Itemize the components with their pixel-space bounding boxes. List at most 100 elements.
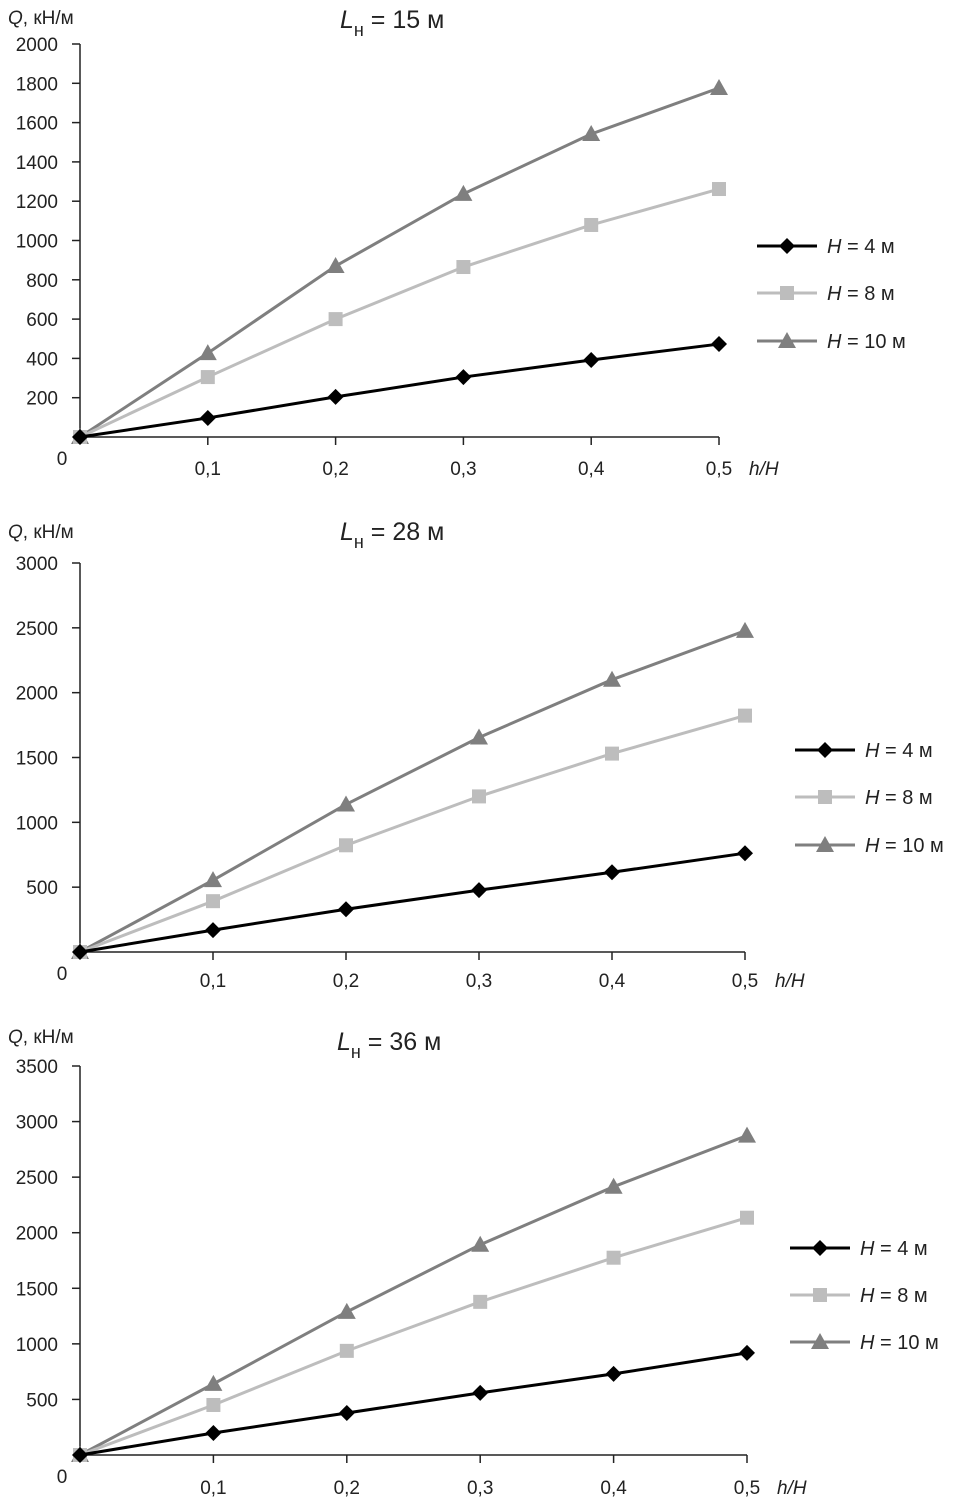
legend-marker-triangle xyxy=(811,1333,829,1349)
y-axis-label: Q, кН/м xyxy=(8,522,74,543)
y-tick-label: 1500 xyxy=(16,749,58,770)
legend-item: H = 8 м xyxy=(790,1285,928,1307)
series-line-triangle xyxy=(79,1134,748,1457)
origin-label: 0 xyxy=(57,1467,68,1488)
legend-label: H = 10 м xyxy=(860,1332,939,1354)
data-point-diamond xyxy=(711,336,727,353)
data-point-triangle xyxy=(603,670,621,687)
y-tick-label: 2000 xyxy=(16,684,58,705)
x-tick-label: 0,2 xyxy=(333,971,359,992)
legend-rest: = 8 м xyxy=(841,283,894,305)
y-tick-label: 1500 xyxy=(16,1279,58,1300)
y-tick-label: 2500 xyxy=(16,619,58,640)
legend-var: H xyxy=(860,1332,875,1354)
legend-var: H xyxy=(865,835,880,857)
x-axis-label: h/H xyxy=(775,971,805,992)
data-point-square xyxy=(606,1250,621,1265)
data-point-triangle xyxy=(471,1235,490,1252)
series-line-diamond xyxy=(79,851,746,954)
data-point-square xyxy=(206,1397,221,1412)
data-point-triangle xyxy=(198,344,217,361)
data-point-diamond xyxy=(455,369,472,386)
y-axis-label-var: Q xyxy=(8,522,23,543)
data-point-triangle xyxy=(337,795,355,812)
data-point-square xyxy=(206,894,220,909)
legend-var: H xyxy=(860,1238,875,1260)
legend-item: H = 8 м xyxy=(795,787,933,809)
legend-label: H = 10 м xyxy=(865,835,944,857)
data-point-diamond xyxy=(338,1404,355,1421)
data-point-triangle xyxy=(204,1374,223,1391)
title-sub: н xyxy=(354,20,364,40)
data-point-diamond xyxy=(737,845,753,862)
legend-item: H = 4 м xyxy=(757,236,895,258)
title-sub: н xyxy=(354,532,364,552)
title-sub: н xyxy=(351,1042,361,1062)
origin-label: 0 xyxy=(57,964,68,985)
data-point-square xyxy=(339,838,353,853)
data-point-square xyxy=(605,746,619,761)
data-point-diamond xyxy=(72,429,88,445)
legend-label: H = 4 м xyxy=(865,740,933,762)
data-point-triangle xyxy=(326,257,345,274)
x-tick-label: 0,4 xyxy=(600,1478,627,1498)
legend-var: H xyxy=(860,1285,875,1307)
x-axis-label: h/H xyxy=(777,1478,807,1498)
data-point-diamond xyxy=(471,882,487,899)
series-line-square xyxy=(79,1216,748,1457)
legend-rest: = 4 м xyxy=(874,1238,927,1260)
y-axis-label: Q, кН/м xyxy=(8,1027,74,1048)
y-tick-label: 1800 xyxy=(16,74,58,95)
data-point-square xyxy=(738,708,752,723)
y-tick-label: 3000 xyxy=(16,554,58,575)
data-point-square xyxy=(200,370,215,385)
title-rest: = 15 м xyxy=(364,6,444,34)
y-tick-label: 1000 xyxy=(16,232,58,253)
x-tick-label: 0,3 xyxy=(450,459,476,480)
title-rest: = 28 м xyxy=(364,518,444,546)
data-point-diamond xyxy=(739,1344,755,1361)
x-tick-label: 0,2 xyxy=(334,1478,360,1498)
legend-var: H xyxy=(827,331,842,353)
x-tick-label: 0,4 xyxy=(578,459,605,480)
y-axis-label-unit: , кН/м xyxy=(23,8,74,29)
data-point-square xyxy=(456,260,471,275)
legend-rest: = 10 м xyxy=(841,331,905,353)
data-point-diamond xyxy=(205,1424,222,1441)
legend-item: H = 8 м xyxy=(757,283,895,305)
legend-var: H xyxy=(827,283,842,305)
series-line-triangle xyxy=(79,86,720,439)
legend-marker-square xyxy=(813,1288,827,1302)
legend-label: H = 8 м xyxy=(865,787,933,809)
legend-item: H = 10 м xyxy=(790,1332,939,1354)
legend-rest: = 4 м xyxy=(841,236,894,258)
series-line-square xyxy=(79,714,746,954)
data-point-diamond xyxy=(72,944,88,960)
data-point-triangle xyxy=(454,184,473,201)
data-point-diamond xyxy=(604,864,620,881)
chart-title: Lн = 28 м xyxy=(340,518,444,552)
y-tick-label: 500 xyxy=(26,878,58,899)
data-point-triangle xyxy=(738,1126,756,1143)
x-axis-label: h/H xyxy=(749,459,779,480)
data-point-triangle xyxy=(470,728,488,745)
legend-label: H = 4 м xyxy=(860,1238,928,1260)
data-point-triangle xyxy=(604,1177,623,1194)
series-line-square xyxy=(79,187,720,439)
y-tick-label: 3500 xyxy=(16,1057,58,1078)
data-point-diamond xyxy=(72,1447,88,1463)
data-point-square xyxy=(712,182,726,197)
data-point-square xyxy=(472,789,486,804)
x-tick-label: 0,1 xyxy=(200,1478,226,1498)
legend-var: H xyxy=(827,236,842,258)
x-tick-label: 0,5 xyxy=(732,971,758,992)
data-point-square xyxy=(584,217,599,232)
legend-label: H = 10 м xyxy=(827,331,906,353)
legend-rest: = 4 м xyxy=(879,740,932,762)
data-point-square xyxy=(473,1294,488,1309)
legend-marker-square xyxy=(818,790,832,804)
y-tick-label: 3000 xyxy=(16,1113,58,1134)
y-tick-label: 1000 xyxy=(16,813,58,834)
y-tick-label: 600 xyxy=(26,310,58,331)
